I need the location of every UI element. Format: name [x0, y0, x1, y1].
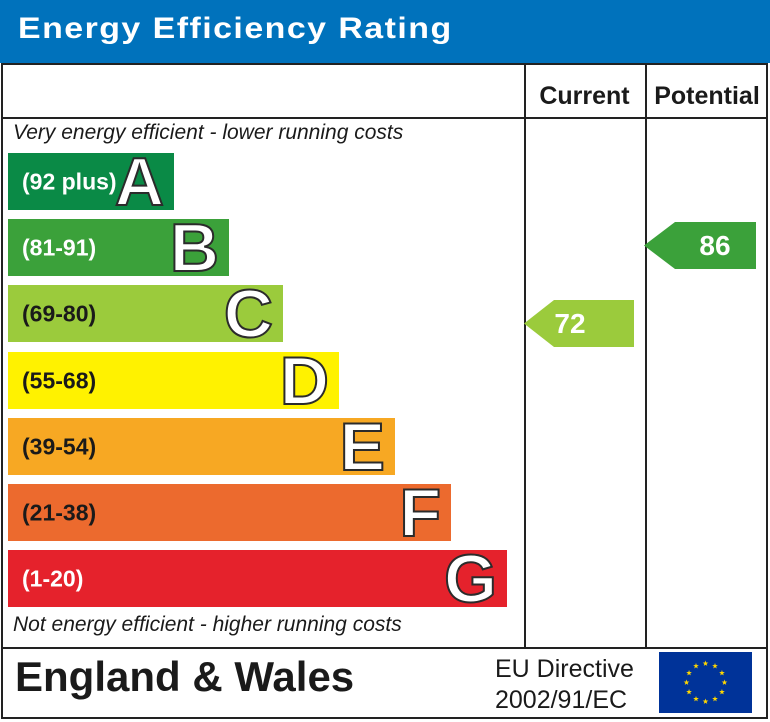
svg-text:72: 72	[554, 308, 585, 339]
svg-text:86: 86	[699, 230, 730, 261]
